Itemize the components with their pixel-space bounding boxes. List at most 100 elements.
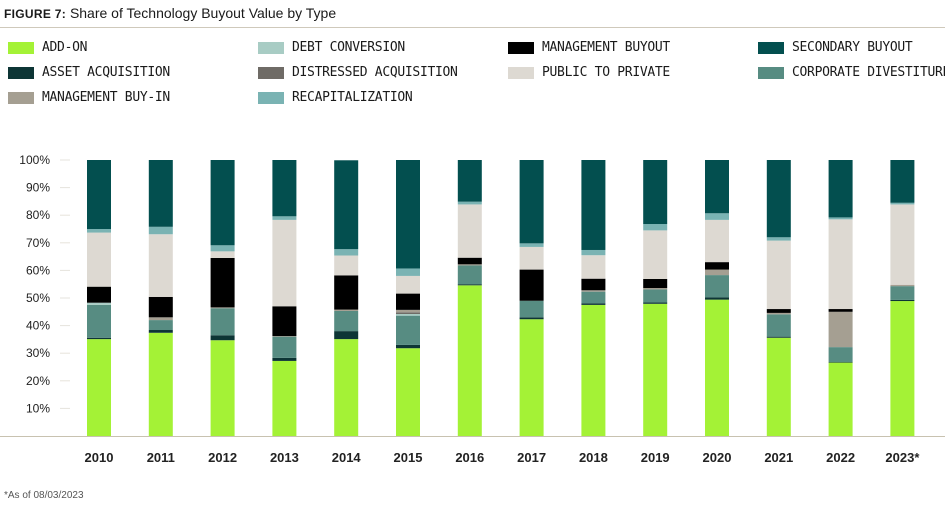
bar-segment: [148, 330, 173, 333]
bar-segment: [148, 234, 173, 297]
bar-segment: [890, 301, 915, 436]
legend-swatch: [758, 66, 784, 79]
bar-segment: [396, 312, 420, 315]
y-tick-label: 30%: [26, 346, 50, 360]
bar-segment: [766, 160, 791, 238]
bar-segment: [705, 299, 729, 436]
y-tick-label: 60%: [26, 263, 50, 277]
bar-segment: [890, 202, 915, 205]
divider: [0, 27, 945, 28]
bar-segment: [334, 160, 359, 250]
bar-segment: [581, 291, 606, 304]
legend-label: PUBLIC TO PRIVATE: [542, 65, 670, 80]
bar-segment: [519, 317, 544, 320]
bar-segment: [396, 344, 420, 349]
bar-segment: [581, 303, 606, 305]
legend-label: RECAPITALIZATION: [292, 90, 413, 105]
legend-swatch: [508, 66, 534, 79]
bar-segment: [519, 243, 544, 247]
legend-swatch: [258, 91, 284, 104]
figure-label: FIGURE 7:: [4, 7, 67, 21]
legend-item: CORPORATE DIVESTITURE: [758, 65, 945, 80]
bar-segment: [519, 300, 544, 318]
bar-segment: [828, 311, 853, 348]
x-tick-label: 2014: [332, 450, 362, 465]
x-tick-label: 2013: [270, 450, 299, 465]
bar-segment: [396, 268, 420, 276]
bar-segment: [766, 309, 791, 313]
bar-segment: [828, 362, 853, 436]
bar-segment: [210, 335, 235, 341]
bar-segment: [519, 246, 544, 270]
bar-segment: [519, 269, 544, 301]
legend-item: MANAGEMENT BUYOUT: [508, 40, 758, 55]
legend-swatch: [508, 41, 534, 54]
bar-segment: [581, 290, 606, 292]
y-tick-label: 20%: [26, 374, 50, 388]
bar-segment: [272, 160, 297, 217]
legend-label: CORPORATE DIVESTITURE: [792, 65, 945, 80]
bar-segment: [87, 286, 111, 303]
x-tick-label: 2018: [579, 450, 608, 465]
bar-segment: [87, 229, 111, 233]
bar-segment: [705, 160, 729, 214]
y-tick-label: 90%: [26, 181, 50, 195]
x-tick-label: 2022: [826, 450, 855, 465]
legend-label: ADD-ON: [42, 40, 88, 55]
bar-segment: [334, 309, 359, 311]
bar-segment: [87, 302, 111, 305]
bar-segment: [334, 255, 359, 276]
x-tick-label: 2023*: [885, 450, 920, 465]
y-tick-label: 40%: [26, 319, 50, 333]
bar-segment: [643, 302, 668, 304]
bar-segment: [828, 309, 853, 312]
chart-title: FIGURE 7: Share of Technology Buyout Val…: [4, 5, 336, 21]
bar-segment: [148, 332, 173, 436]
bar-segment: [148, 296, 173, 318]
legend-label: MANAGEMENT BUYOUT: [542, 40, 670, 55]
legend-swatch: [8, 66, 34, 79]
bar-segment: [643, 230, 668, 279]
bar-segment: [828, 217, 853, 220]
bar-segment: [210, 160, 235, 246]
bar-segment: [334, 249, 359, 256]
bar-segment: [828, 347, 853, 363]
legend-swatch: [258, 66, 284, 79]
y-tick-label: 50%: [26, 291, 50, 305]
x-tick-label: 2011: [147, 450, 175, 465]
bar-segment: [705, 275, 729, 298]
bar-segment: [766, 337, 791, 436]
legend-swatch: [758, 41, 784, 54]
x-tick-label: 2012: [208, 450, 237, 465]
bar-segment: [210, 307, 235, 309]
bar-segment: [396, 315, 420, 345]
legend-swatch: [8, 91, 34, 104]
bar-segment: [457, 201, 482, 205]
bar-segment: [457, 285, 482, 436]
y-tick-label: 80%: [26, 208, 50, 222]
bar-segment: [828, 160, 853, 218]
bar-segment: [334, 275, 359, 310]
bar-segment: [581, 304, 606, 436]
title-text: Share of Technology Buyout Value by Type: [69, 5, 337, 21]
bar-segment: [272, 336, 297, 358]
bar-segment: [705, 269, 729, 276]
bar-segment: [766, 237, 791, 241]
bar-segment: [519, 160, 544, 244]
bar-segment: [643, 278, 668, 289]
bar-segment: [457, 204, 482, 258]
bar-segment: [396, 309, 420, 313]
bar-segment: [272, 336, 297, 337]
legend: ADD-ON DEBT CONVERSION MANAGEMENT BUYOUT SE…: [8, 40, 945, 105]
legend-label: SECONDARY BUYOUT: [792, 40, 913, 55]
bar-segment: [643, 303, 668, 436]
bar-segment: [890, 286, 915, 300]
bar-segment: [396, 348, 420, 436]
footnote: *As of 08/03/2023: [4, 490, 84, 501]
legend-item: MANAGEMENT BUY-IN: [8, 90, 258, 105]
bar-segment: [705, 297, 729, 300]
bar-segment: [705, 219, 729, 263]
legend-item: SECONDARY BUYOUT: [758, 40, 945, 55]
legend-swatch: [8, 41, 34, 54]
